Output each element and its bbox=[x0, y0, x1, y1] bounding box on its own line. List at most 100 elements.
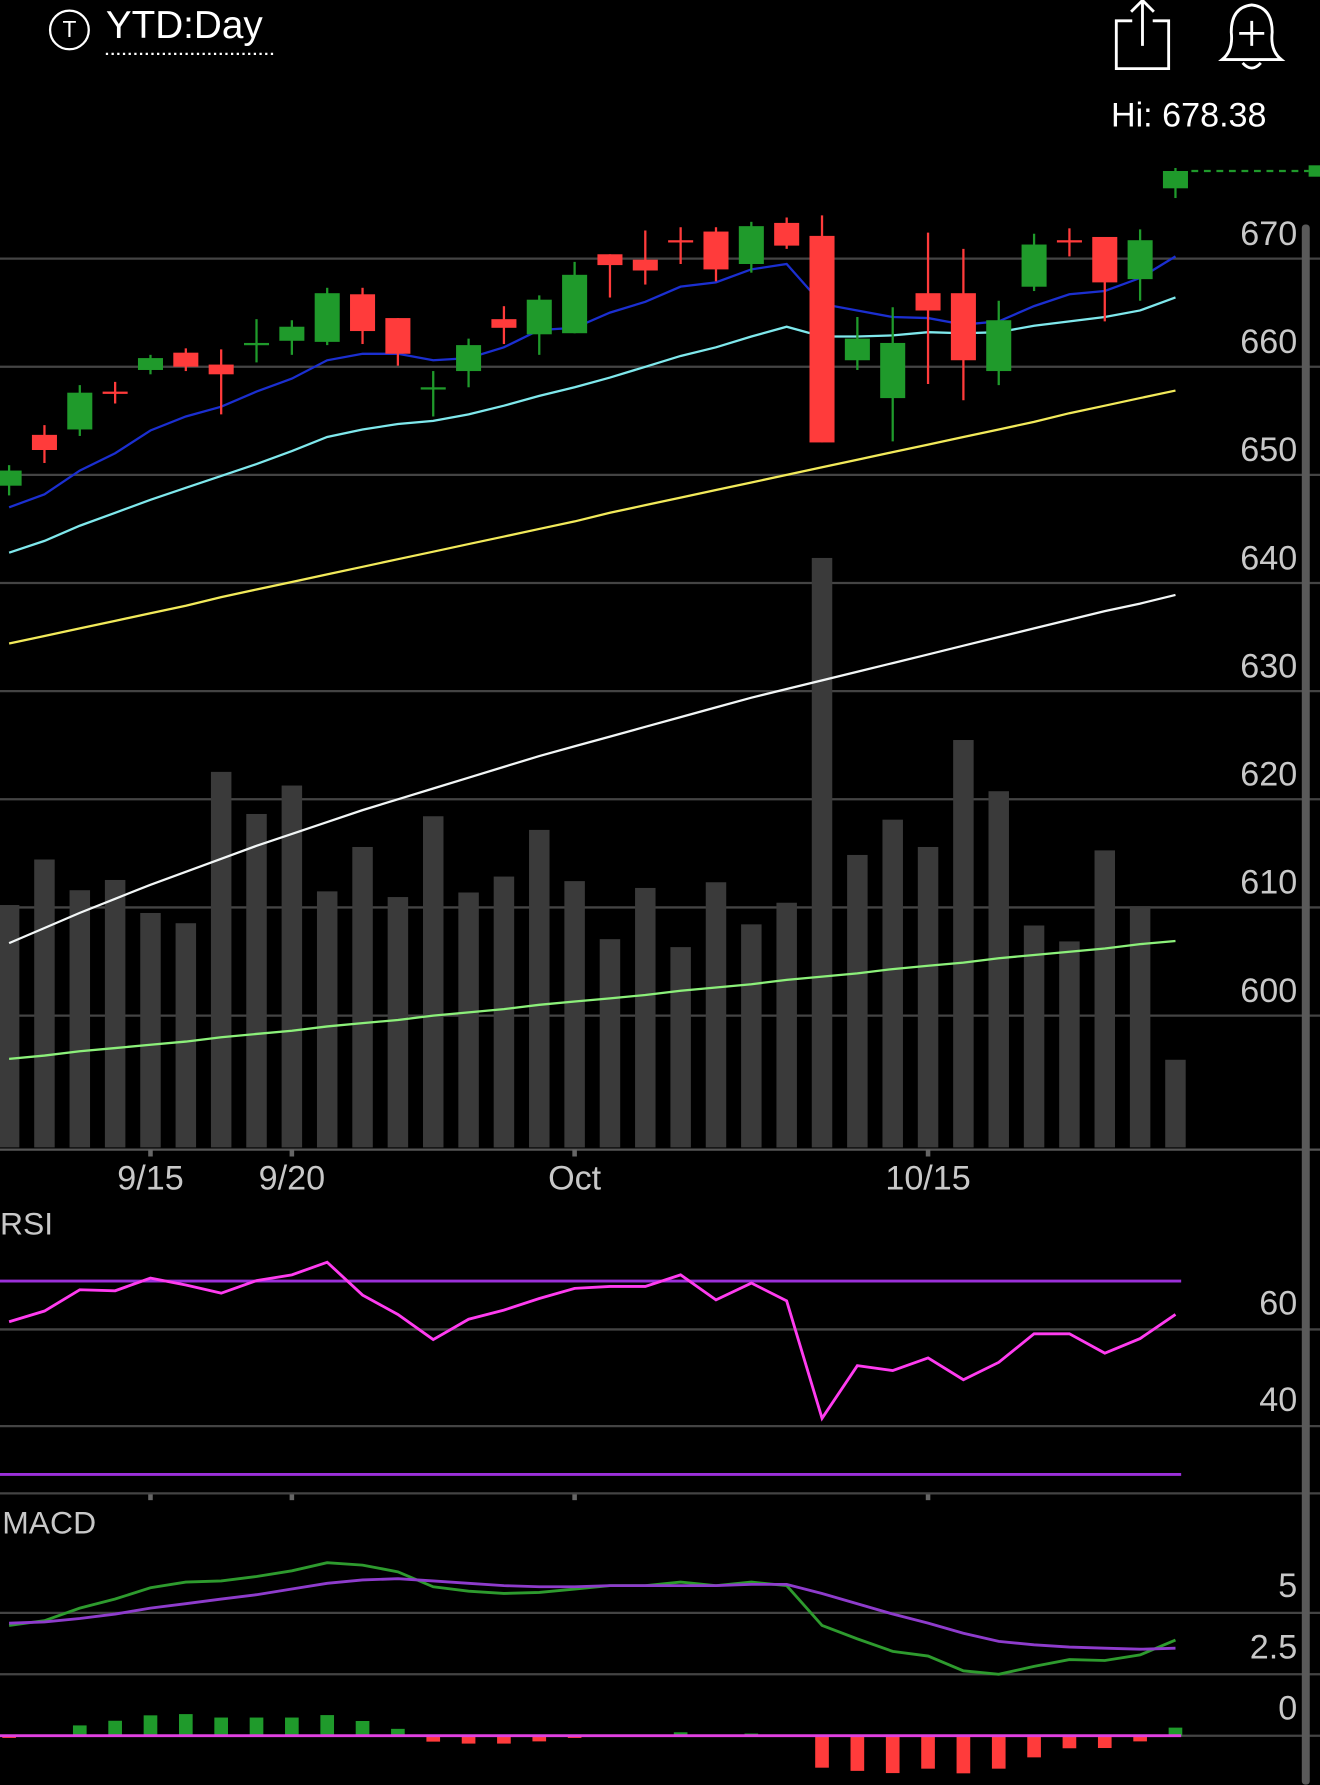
volume-bar bbox=[670, 947, 691, 1148]
volume-bar bbox=[458, 892, 479, 1148]
y-tick-label: 670 bbox=[1240, 215, 1297, 253]
candle-body bbox=[1162, 171, 1188, 189]
histogram-bar bbox=[461, 1735, 476, 1744]
candle-body bbox=[703, 231, 729, 270]
volume-bar bbox=[34, 859, 55, 1148]
panel-title: MACD bbox=[2, 1505, 96, 1541]
bell-plus bbox=[1239, 20, 1265, 46]
volume-bar bbox=[917, 846, 939, 1148]
volume-bar bbox=[140, 912, 161, 1148]
candle-body bbox=[632, 259, 658, 271]
share-button[interactable] bbox=[1114, 0, 1171, 71]
share-box bbox=[1114, 19, 1171, 71]
histogram-bar bbox=[214, 1717, 228, 1736]
volume-bar bbox=[988, 791, 1009, 1148]
candle-body bbox=[774, 222, 800, 246]
alert-button[interactable] bbox=[1218, 3, 1286, 70]
candle-body bbox=[844, 338, 870, 361]
symbol-icon bbox=[48, 9, 90, 51]
y-tick-label: 660 bbox=[1240, 323, 1297, 361]
candle-body bbox=[597, 254, 623, 266]
histogram-bar bbox=[285, 1717, 299, 1736]
volume-bar bbox=[776, 902, 797, 1148]
candle-body bbox=[526, 299, 552, 335]
histogram-bar bbox=[391, 1728, 405, 1736]
volume-bar bbox=[599, 939, 621, 1148]
candle-body bbox=[67, 392, 93, 430]
volume-bar bbox=[493, 876, 515, 1148]
high-label: Hi: 678.38 bbox=[1111, 97, 1267, 135]
candle-body bbox=[0, 470, 22, 486]
histogram-bar bbox=[178, 1714, 193, 1736]
x-tick-label: 9/15 bbox=[117, 1159, 183, 1197]
y-tick-label: 600 bbox=[1240, 972, 1297, 1010]
histogram-bar bbox=[850, 1735, 865, 1771]
moving-average-line bbox=[8, 593, 1176, 945]
x-tick-label: 10/15 bbox=[885, 1159, 970, 1197]
volume-bar bbox=[847, 854, 868, 1148]
candle-body bbox=[1056, 240, 1082, 243]
candle-body bbox=[915, 293, 941, 311]
y-tick-label: 60 bbox=[1259, 1285, 1297, 1323]
histogram-bar bbox=[1097, 1735, 1112, 1749]
y-tick-label: 610 bbox=[1240, 864, 1297, 902]
scrollbar[interactable] bbox=[1301, 224, 1310, 1785]
candle-body bbox=[137, 358, 163, 370]
y-tick-label: 630 bbox=[1240, 647, 1297, 685]
candle-body bbox=[809, 235, 835, 443]
candle-body bbox=[1127, 240, 1153, 280]
histogram-bar bbox=[426, 1735, 441, 1742]
candle-body bbox=[243, 342, 270, 346]
y-tick-label: 5 bbox=[1278, 1567, 1297, 1605]
volume-bar bbox=[387, 897, 409, 1148]
range-title: YTD:Day bbox=[106, 4, 264, 47]
histogram-bar bbox=[885, 1735, 900, 1774]
volume-bar bbox=[69, 890, 91, 1148]
candle-body bbox=[420, 387, 446, 390]
histogram-bar bbox=[143, 1715, 158, 1736]
volume-bar bbox=[811, 557, 833, 1148]
candle-body bbox=[880, 342, 906, 399]
symbol-button[interactable]: T YTD:Day bbox=[48, 4, 274, 55]
candle-body bbox=[1092, 236, 1118, 283]
candle-body bbox=[562, 274, 588, 334]
candle-body bbox=[1021, 244, 1047, 287]
volume-bar bbox=[104, 879, 126, 1148]
volume-bar bbox=[705, 882, 727, 1148]
candle-body bbox=[279, 326, 305, 341]
candle-body bbox=[950, 293, 976, 361]
volume-bar bbox=[316, 891, 338, 1148]
candle-body bbox=[385, 318, 411, 354]
histogram-bar bbox=[72, 1725, 87, 1736]
volume-bar bbox=[422, 816, 444, 1148]
histogram-bar bbox=[1062, 1735, 1077, 1749]
candle-body bbox=[456, 345, 482, 372]
volume-bar bbox=[281, 785, 303, 1148]
volume-bar bbox=[175, 923, 197, 1148]
volume-bar bbox=[953, 740, 974, 1148]
y-tick-label: 650 bbox=[1240, 431, 1297, 469]
histogram-bar bbox=[673, 1732, 688, 1736]
moving-average-line bbox=[8, 939, 1176, 1060]
bell-icon bbox=[1218, 3, 1286, 61]
candle-body bbox=[986, 320, 1012, 372]
indicator-line bbox=[9, 1577, 1176, 1651]
histogram-bar bbox=[108, 1720, 122, 1736]
volume-bar bbox=[1059, 941, 1080, 1148]
histogram-bar bbox=[1133, 1735, 1147, 1742]
volume-bar bbox=[0, 905, 20, 1148]
y-tick-label: 2.5 bbox=[1250, 1628, 1297, 1666]
y-tick-label: 640 bbox=[1240, 539, 1297, 577]
volume-bar bbox=[882, 819, 903, 1148]
indicator-line bbox=[8, 1260, 1177, 1422]
histogram-bar bbox=[355, 1720, 370, 1736]
last-price-marker bbox=[1308, 165, 1320, 177]
volume-bar bbox=[1165, 1059, 1186, 1148]
histogram-bar bbox=[249, 1717, 264, 1736]
histogram-bar bbox=[497, 1735, 511, 1744]
candle-body bbox=[208, 364, 234, 375]
moving-average-line bbox=[8, 389, 1176, 645]
volume-bar bbox=[210, 771, 232, 1148]
